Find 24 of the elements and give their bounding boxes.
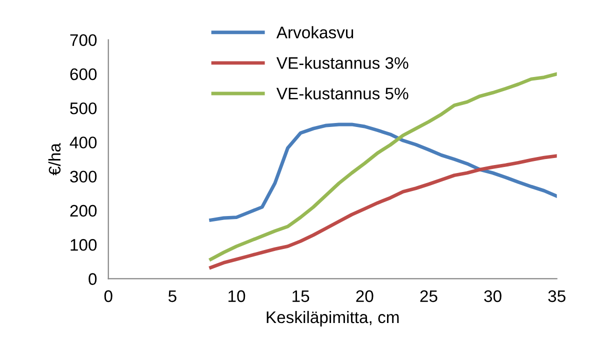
x-tick-label: 35 [548,290,566,302]
x-tick-label: 20 [356,290,374,302]
x-tick-label: 5 [168,290,176,302]
y-tick-label: 0 [88,273,97,285]
line-series [209,154,557,270]
y-tick-label: 200 [70,204,97,217]
x-tick-label: 30 [484,290,502,302]
x-tick-label: 0 [104,290,112,302]
x-tick-label: 10 [228,290,246,302]
y-tick-label: 600 [70,68,97,80]
y-tick-label: 300 [70,170,97,183]
y-axis-title: €/ha [48,143,61,176]
y-tick-label: 500 [70,102,97,114]
legend-label: VE-kustannus 3% [276,56,408,69]
y-tick-label: 700 [70,34,97,46]
y-tick-label: 400 [70,136,97,148]
x-tick-label: 15 [292,290,310,302]
x-tick-label: 25 [420,290,438,302]
line-series [209,72,557,262]
legend-label: Arvokasvu [276,26,354,38]
y-tick-label: 100 [70,239,97,251]
x-axis-title: Keskiläpimitta, cm [266,310,399,326]
line-series [209,122,557,222]
legend-label: VE-kustannus 5% [276,87,408,100]
